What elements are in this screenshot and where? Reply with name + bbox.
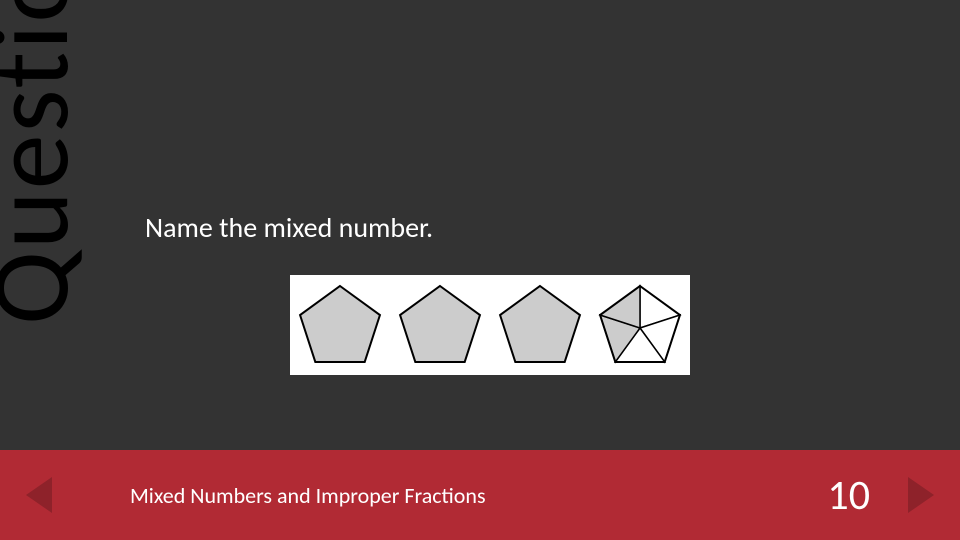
next-button[interactable] [880,450,960,540]
pentagon-figure [290,275,690,375]
pentagon-2 [395,282,485,368]
chevron-left-icon [22,475,58,515]
pentagon-1 [295,282,385,368]
prev-button[interactable] [0,450,80,540]
pentagon-4 [595,282,685,368]
slide-number: 10 [827,470,880,521]
question-prompt: Name the mixed number. [145,210,433,245]
vertical-question-label: Question [0,0,95,325]
footer-bar: Mixed Numbers and Improper Fractions 10 [0,450,960,540]
slide: Question Name the mixed number. Mixed Nu… [0,0,960,540]
pentagon-3 [495,282,585,368]
footer-title: Mixed Numbers and Improper Fractions [80,482,827,509]
chevron-right-icon [902,475,938,515]
